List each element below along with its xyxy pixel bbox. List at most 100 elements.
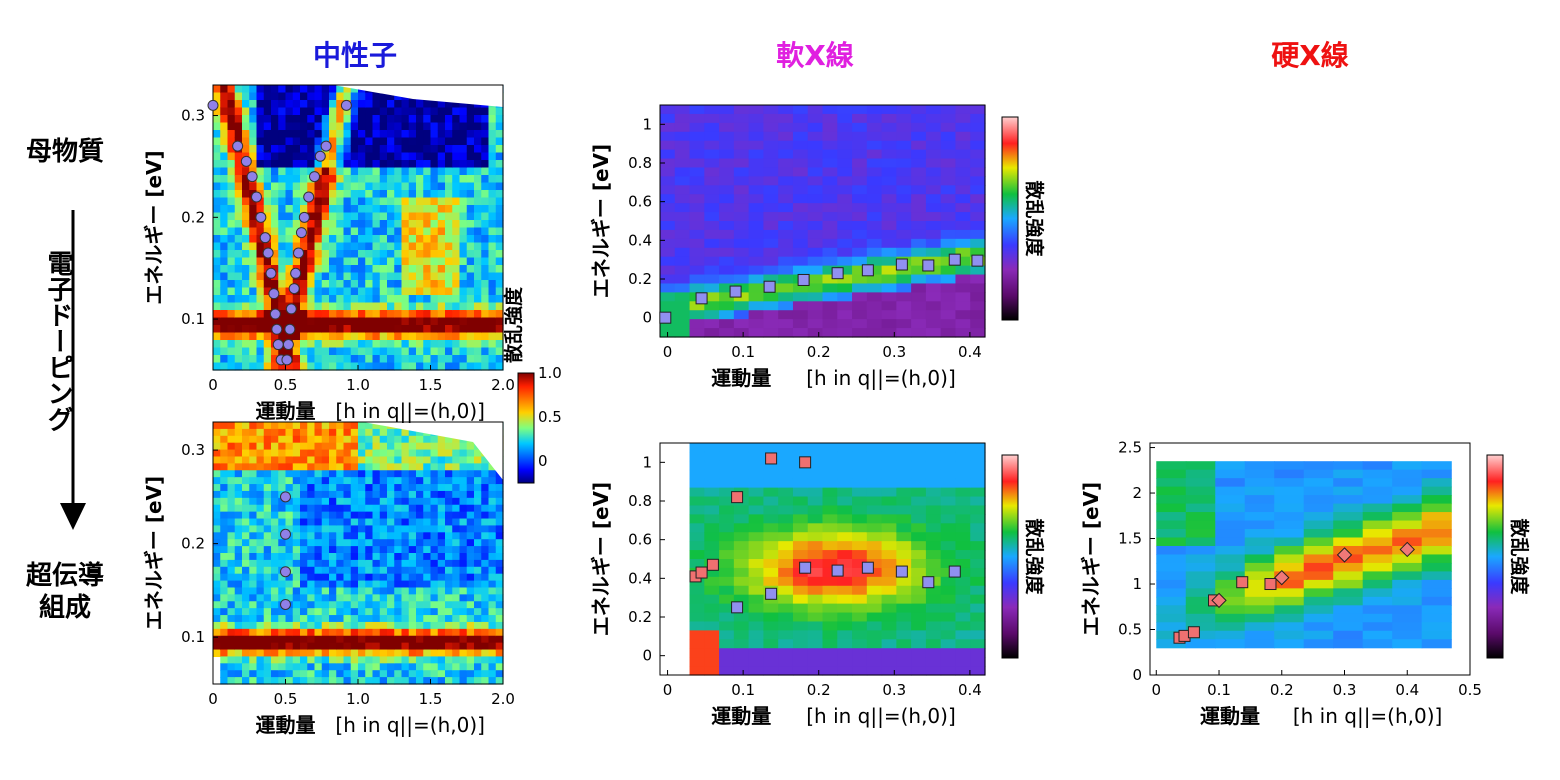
heatmap-cell	[423, 287, 432, 296]
heatmap-cell	[466, 212, 475, 221]
heatmap-cell	[256, 190, 265, 199]
heatmap-cell	[343, 463, 352, 471]
heatmap-cell	[358, 85, 366, 94]
heatmap-cell	[387, 553, 395, 561]
heatmap-cell	[307, 347, 316, 356]
y-tick-label: 0.1	[181, 628, 205, 646]
heatmap-cell	[278, 100, 287, 109]
heatmap-cell	[336, 295, 345, 304]
heatmap-cell	[213, 463, 221, 471]
heatmap-cell	[358, 615, 366, 623]
heatmap-cell	[437, 137, 446, 146]
colorbar-title: 散乱強度	[1023, 180, 1046, 257]
heatmap-cell	[213, 594, 221, 602]
heatmap-cell	[358, 272, 366, 281]
heatmap-cell	[343, 580, 352, 589]
heatmap-cell	[866, 523, 883, 533]
heatmap-cell	[242, 484, 250, 492]
heatmap-cell	[379, 205, 388, 214]
heatmap-cell	[401, 205, 410, 214]
heatmap-cell	[242, 340, 250, 349]
heatmap-cell	[343, 220, 352, 229]
heatmap-cell	[423, 532, 432, 540]
hardx_sc-heatmap	[1156, 461, 1452, 649]
heatmap-cell	[748, 496, 765, 507]
heatmap-cell	[220, 608, 229, 616]
heatmap-cell	[358, 137, 366, 146]
heatmap-cell	[227, 257, 236, 266]
heatmap-cell	[866, 460, 883, 471]
heatmap-cell	[249, 310, 258, 319]
heatmap-cell	[674, 122, 691, 133]
heatmap-cell	[213, 628, 221, 637]
heatmap-cell	[955, 550, 971, 560]
heatmap-cell	[416, 355, 424, 364]
heatmap-cell	[416, 428, 424, 437]
heatmap-cell	[285, 573, 294, 582]
heatmap-cell	[314, 152, 323, 161]
heatmap-cell	[1362, 503, 1393, 513]
heatmap-cell	[1333, 478, 1364, 488]
heatmap-cell	[278, 175, 287, 184]
heatmap-cell	[474, 428, 482, 437]
x-tick-label: 0.3	[1333, 681, 1357, 699]
heatmap-cell	[213, 635, 221, 644]
heatmap-cell	[213, 477, 221, 485]
heatmap-cell	[689, 514, 705, 524]
heatmap-cell	[379, 649, 388, 658]
heatmap-cell	[437, 559, 446, 568]
heatmap-cell	[394, 428, 403, 437]
heatmap-cell	[220, 362, 229, 371]
heatmap-cell	[220, 302, 229, 311]
heatmap-cell	[881, 328, 897, 338]
heatmap-cell	[1156, 562, 1187, 573]
heatmap-cell	[256, 670, 265, 678]
heatmap-cell	[220, 456, 229, 464]
heatmap-cell	[408, 422, 417, 430]
heatmap-cell	[249, 573, 258, 582]
heatmap-cell	[911, 603, 927, 614]
heatmap-cell	[401, 525, 410, 533]
heatmap-cell	[792, 666, 809, 676]
heatmap-cell	[955, 283, 971, 293]
heatmap-cell	[292, 287, 301, 296]
heatmap-cell	[822, 328, 838, 338]
heatmap-cell	[445, 615, 453, 623]
heatmap-cell	[970, 310, 986, 320]
heatmap-cell	[387, 435, 395, 444]
heatmap-cell	[437, 621, 446, 630]
heatmap-cell	[314, 265, 323, 274]
heatmap-cell	[704, 194, 720, 204]
heatmap-cell	[379, 347, 388, 356]
heatmap-cell	[430, 573, 439, 582]
heatmap-cell	[307, 497, 316, 506]
heatmap-cell	[778, 256, 794, 267]
heatmap-cell	[866, 149, 883, 160]
heatmap-cell	[466, 227, 475, 236]
heatmap-cell	[445, 656, 453, 664]
heatmap-cell	[445, 152, 453, 161]
heatmap-cell	[285, 490, 294, 499]
heatmap-cell	[466, 587, 475, 595]
heatmap-cell	[792, 319, 809, 329]
heatmap-cell	[372, 670, 381, 678]
heatmap-cell	[778, 612, 794, 623]
heatmap-cell	[213, 145, 221, 154]
heatmap-cell	[466, 428, 475, 437]
heatmap-cell	[372, 355, 381, 364]
heatmap-cell	[249, 490, 258, 499]
heatmap-cell	[336, 656, 345, 664]
heatmap-cell	[445, 347, 453, 356]
heatmap-cell	[445, 663, 453, 671]
heatmap-cell	[1156, 554, 1187, 564]
heatmap-cell	[372, 197, 381, 206]
heatmap-cell	[837, 319, 853, 329]
heatmap-cell	[300, 559, 308, 568]
heatmap-cell	[689, 256, 705, 267]
heatmap-cell	[278, 115, 287, 124]
heatmap-cell	[955, 478, 971, 489]
heatmap-cell	[881, 265, 897, 276]
heatmap-cell	[1185, 529, 1216, 539]
heatmap-cell	[285, 518, 294, 527]
heatmap-cell	[220, 484, 229, 492]
